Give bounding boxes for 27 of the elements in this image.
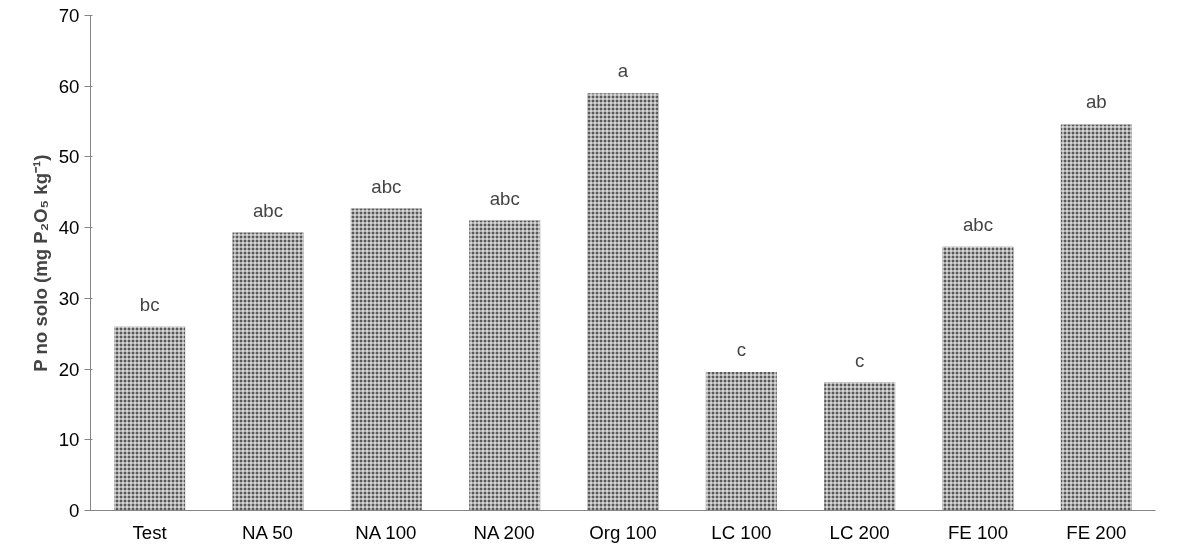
y-tick-label: 40 [58,217,80,239]
y-axis-title: P no solo (mg P₂O₅ kg⁻¹) [29,154,51,372]
y-tick-label: 70 [58,5,80,26]
x-tick-label: NA 200 [473,521,535,543]
annotation: abc [489,187,520,209]
x-tick-label: Test [132,521,168,543]
x-tick-label: NA 100 [355,521,417,543]
y-tick-label: 60 [58,75,80,97]
annotation: abc [252,199,284,221]
y-tick-label: 10 [58,429,80,451]
x-tick-label: LC 100 [711,521,772,543]
x-tick-label: NA 50 [242,521,293,543]
y-tick-label: 0 [69,500,80,521]
annotation: a [617,60,629,82]
annotation: c [736,338,746,360]
annotation: c [855,349,865,371]
x-tick-label: LC 200 [829,521,890,543]
y-tick-label: 30 [58,287,80,309]
x-tick-label: FE 200 [1066,521,1127,543]
y-tick-label: 50 [58,146,80,168]
annotation: bc [139,293,160,315]
y-tick-label: 20 [58,358,80,380]
annotation: abc [371,175,402,197]
x-tick-label: FE 100 [947,521,1009,543]
annotation: abc [962,213,994,235]
annotation: ab [1085,91,1107,113]
x-tick-label: Org 100 [589,521,657,543]
